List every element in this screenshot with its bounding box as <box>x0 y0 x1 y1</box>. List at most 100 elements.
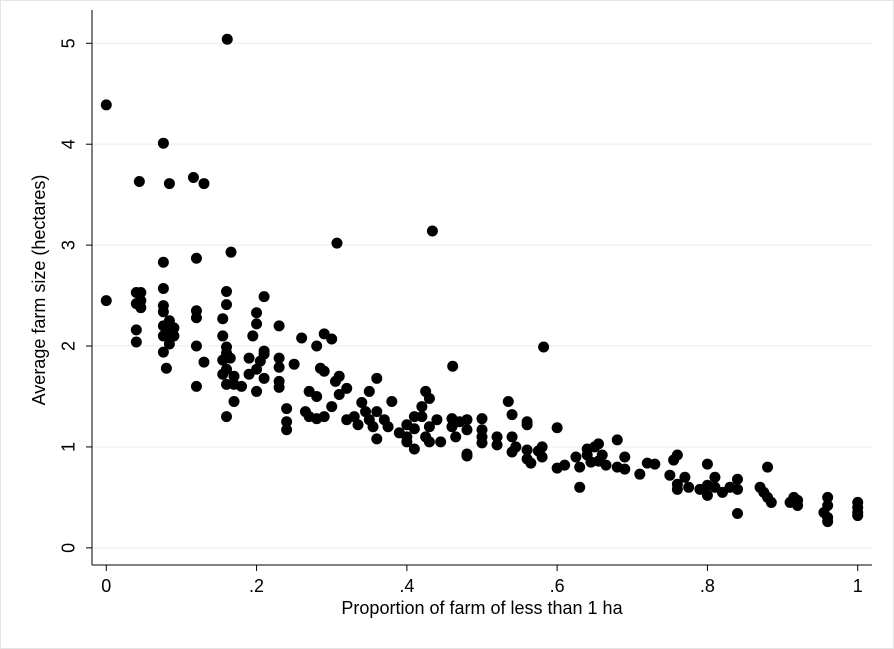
point <box>371 372 383 384</box>
point <box>619 451 631 463</box>
point <box>288 358 300 370</box>
y-tick-label: 1 <box>59 442 79 452</box>
x-tick-label: .6 <box>550 576 565 596</box>
point <box>408 411 420 423</box>
point <box>228 396 240 408</box>
point <box>570 451 582 463</box>
point <box>326 333 338 345</box>
y-axis-title: Average farm size (hectares) <box>29 175 49 406</box>
x-tick-label: .4 <box>399 576 414 596</box>
point <box>133 176 145 188</box>
point <box>311 340 323 352</box>
point <box>461 450 473 462</box>
y-tick-label: 5 <box>59 38 79 48</box>
point <box>408 423 420 435</box>
point <box>450 431 462 443</box>
point <box>649 458 661 470</box>
point <box>731 483 743 495</box>
point <box>363 385 375 397</box>
point <box>352 419 364 431</box>
point <box>157 346 169 358</box>
point <box>367 421 379 433</box>
point <box>247 330 259 342</box>
point <box>491 431 503 443</box>
point <box>521 444 533 456</box>
point <box>506 431 518 443</box>
point <box>574 461 586 473</box>
point <box>426 225 438 237</box>
point <box>217 313 229 325</box>
point <box>408 443 420 455</box>
point <box>198 178 210 190</box>
y-tick-label: 3 <box>59 240 79 250</box>
point <box>679 471 691 483</box>
point <box>273 352 285 364</box>
point <box>258 348 270 360</box>
point <box>160 362 172 374</box>
point <box>671 449 683 461</box>
point <box>822 499 834 511</box>
point <box>559 459 571 471</box>
point <box>157 283 169 295</box>
point <box>435 436 447 448</box>
point <box>709 471 721 483</box>
point <box>163 178 175 190</box>
point <box>251 318 263 330</box>
point <box>525 457 537 469</box>
point <box>243 352 255 364</box>
point <box>701 489 713 501</box>
point <box>822 516 834 528</box>
point <box>731 473 743 485</box>
point <box>382 421 394 433</box>
point <box>224 352 236 364</box>
point <box>198 356 210 368</box>
point <box>683 481 695 493</box>
x-axis-title: Proportion of farm of less than 1 ha <box>341 598 623 618</box>
point <box>318 365 330 377</box>
point <box>187 172 199 184</box>
point <box>461 414 473 426</box>
point <box>190 380 202 392</box>
x-tick-label: 0 <box>101 576 111 596</box>
point <box>221 411 233 423</box>
point <box>190 340 202 352</box>
point <box>536 441 548 453</box>
point <box>217 368 229 380</box>
point <box>281 403 293 415</box>
point <box>611 434 623 446</box>
point <box>251 385 263 397</box>
point <box>476 437 488 449</box>
point <box>281 416 293 428</box>
point <box>333 370 345 382</box>
point <box>331 237 343 249</box>
point <box>765 496 777 508</box>
point <box>258 372 270 384</box>
x-tick-label: 1 <box>853 576 863 596</box>
y-tick-label: 4 <box>59 139 79 149</box>
point <box>157 306 169 318</box>
point <box>423 436 435 448</box>
point <box>318 411 330 423</box>
point <box>221 378 233 390</box>
point <box>461 424 473 436</box>
x-tick-label: .2 <box>249 576 264 596</box>
point <box>664 469 676 481</box>
point <box>333 388 345 400</box>
point <box>521 419 533 431</box>
point <box>273 320 285 332</box>
point <box>701 458 713 470</box>
point <box>538 341 550 353</box>
point <box>592 438 604 450</box>
point <box>634 468 646 480</box>
y-tick-label: 0 <box>59 543 79 553</box>
point <box>273 381 285 393</box>
point <box>100 99 112 111</box>
x-tick-label: .8 <box>700 576 715 596</box>
point <box>491 439 503 451</box>
point <box>671 483 683 495</box>
point <box>221 286 233 298</box>
point <box>311 390 323 402</box>
point <box>536 451 548 463</box>
